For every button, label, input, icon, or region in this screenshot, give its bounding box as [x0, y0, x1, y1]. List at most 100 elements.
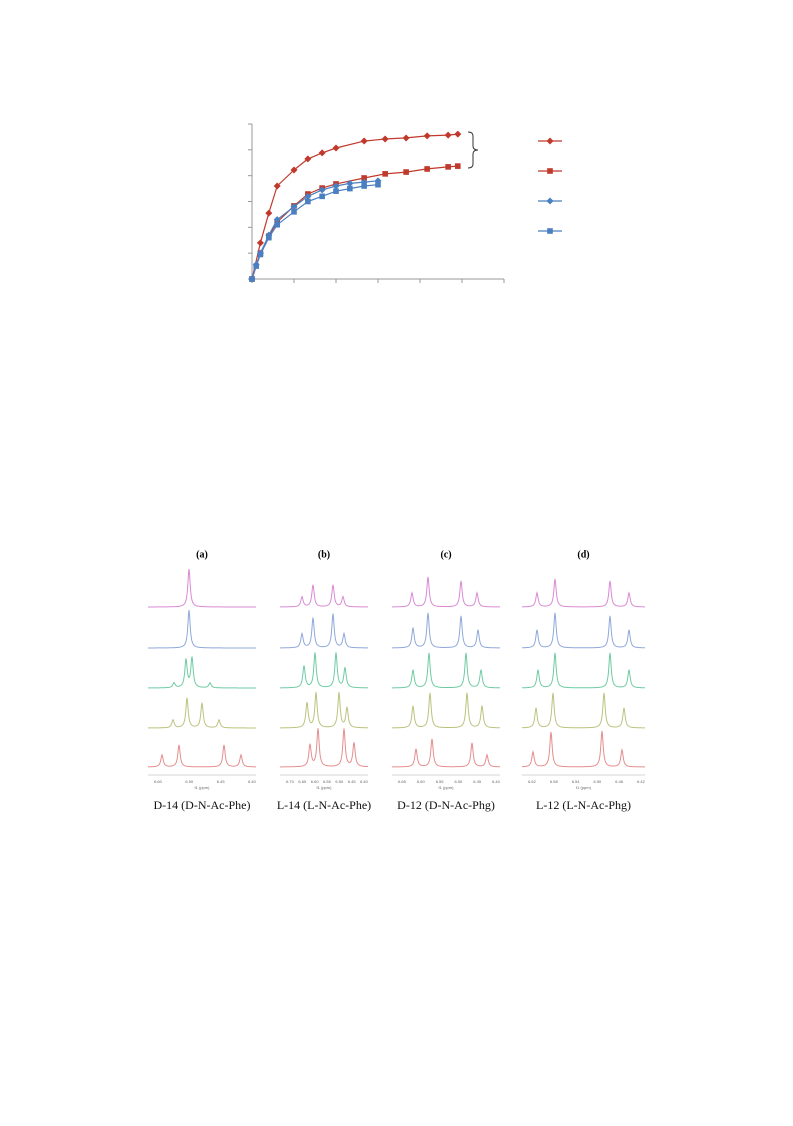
marker [381, 135, 389, 143]
ppm-tick-label: 6.50 [455, 779, 464, 784]
marker [305, 198, 311, 205]
panel-caption: D-14 (D-N-Ac-Phe) [154, 798, 251, 812]
ppm-axis-label: f1 (ppm) [317, 785, 333, 790]
ppm-axis-label: f1 (ppm) [439, 785, 455, 790]
spectrum [279, 613, 368, 649]
panel-label: (a) [196, 549, 208, 560]
marker [360, 137, 368, 145]
ppm-tick-label: 6.45 [348, 779, 357, 784]
panel-label: (c) [440, 549, 451, 560]
ppm-tick-label: 6.65 [298, 779, 307, 784]
marker [455, 163, 461, 169]
ppm-tick-label: 6.65 [398, 779, 407, 784]
spectrum [521, 730, 645, 768]
marker [257, 251, 264, 258]
marker [375, 181, 381, 188]
marker [266, 234, 272, 241]
panel-label: (b) [318, 549, 330, 560]
ppm-tick-label: 6.60 [311, 779, 320, 784]
spectrum [280, 692, 369, 729]
ppm-tick-label: 6.60 [154, 779, 163, 784]
marker [361, 175, 367, 181]
marker [273, 216, 281, 224]
marker [273, 182, 281, 190]
marker [423, 132, 431, 140]
marker [402, 134, 410, 142]
ppm-tick-label: 6.60 [417, 779, 426, 784]
ppm-axis-label: f1 (ppm) [576, 785, 592, 790]
marker [445, 164, 451, 170]
marker [347, 185, 353, 192]
spectrum [147, 609, 256, 649]
marker [318, 149, 326, 157]
marker [333, 188, 339, 194]
panel-caption: L-14 (L-N-Ac-Phe) [277, 798, 371, 812]
marker [304, 192, 312, 200]
spectrum [147, 568, 256, 608]
ppm-tick-label: 6.54 [572, 779, 581, 784]
spectrum [392, 576, 500, 608]
marker [290, 166, 298, 174]
panel-caption: D-12 (D-N-Ac-Phg) [397, 798, 495, 812]
legend-marker [547, 228, 553, 234]
ppm-tick-label: 6.50 [185, 779, 194, 784]
spectrum [280, 728, 369, 768]
spectrum [392, 652, 501, 689]
marker [403, 169, 409, 175]
spectrum [147, 697, 256, 729]
marker [332, 144, 340, 152]
marker [424, 166, 430, 172]
marker [361, 183, 367, 189]
ppm-tick-label: 6.40 [248, 779, 257, 784]
spectrum [521, 652, 646, 689]
marker [318, 186, 326, 194]
panel-label: (d) [577, 549, 589, 560]
ppm-tick-label: 6.55 [323, 779, 332, 784]
marker [454, 130, 462, 138]
ppm-tick-label: 6.70 [286, 779, 295, 784]
legend-marker [546, 137, 554, 145]
brace [467, 131, 479, 169]
series-line [251, 180, 379, 280]
ppm-tick-label: 6.45 [217, 779, 226, 784]
marker [274, 221, 280, 228]
spectrum [521, 692, 646, 729]
ppm-tick-label: 6.55 [436, 779, 445, 784]
marker [256, 239, 264, 247]
spectrum [391, 612, 501, 649]
marker [253, 263, 259, 269]
marker [332, 182, 340, 190]
spectrum [392, 738, 501, 768]
spectrum [148, 656, 256, 689]
ppm-tick-label: 6.40 [492, 779, 501, 784]
ppm-tick-label: 6.62 [528, 779, 537, 784]
marker [291, 209, 297, 215]
marker [290, 203, 298, 211]
marker [249, 276, 255, 282]
marker [304, 155, 312, 163]
ppm-tick-label: 6.45 [473, 779, 482, 784]
spectrum [391, 692, 501, 729]
spectrum [147, 744, 256, 768]
ppm-tick-label: 6.42 [637, 779, 646, 784]
ppm-tick-label: 6.50 [335, 779, 344, 784]
marker [444, 131, 452, 139]
ppm-tick-label: 6.40 [360, 779, 369, 784]
series-line [251, 133, 458, 280]
ppm-tick-label: 6.50 [594, 779, 603, 784]
ppm-tick-label: 6.46 [615, 779, 624, 784]
legend-marker [546, 197, 554, 205]
marker [319, 193, 325, 200]
ppm-axis-label: f1 (ppm) [195, 785, 211, 790]
spectrum [521, 612, 646, 649]
legend-marker [547, 168, 553, 174]
spectrum [279, 652, 368, 689]
marker [346, 179, 354, 187]
marker [265, 209, 273, 217]
marker [382, 171, 388, 177]
ppm-tick-label: 6.58 [550, 779, 559, 784]
spectrum [521, 578, 646, 608]
panel-caption: L-12 (L-N-Ac-Phg) [536, 798, 631, 812]
